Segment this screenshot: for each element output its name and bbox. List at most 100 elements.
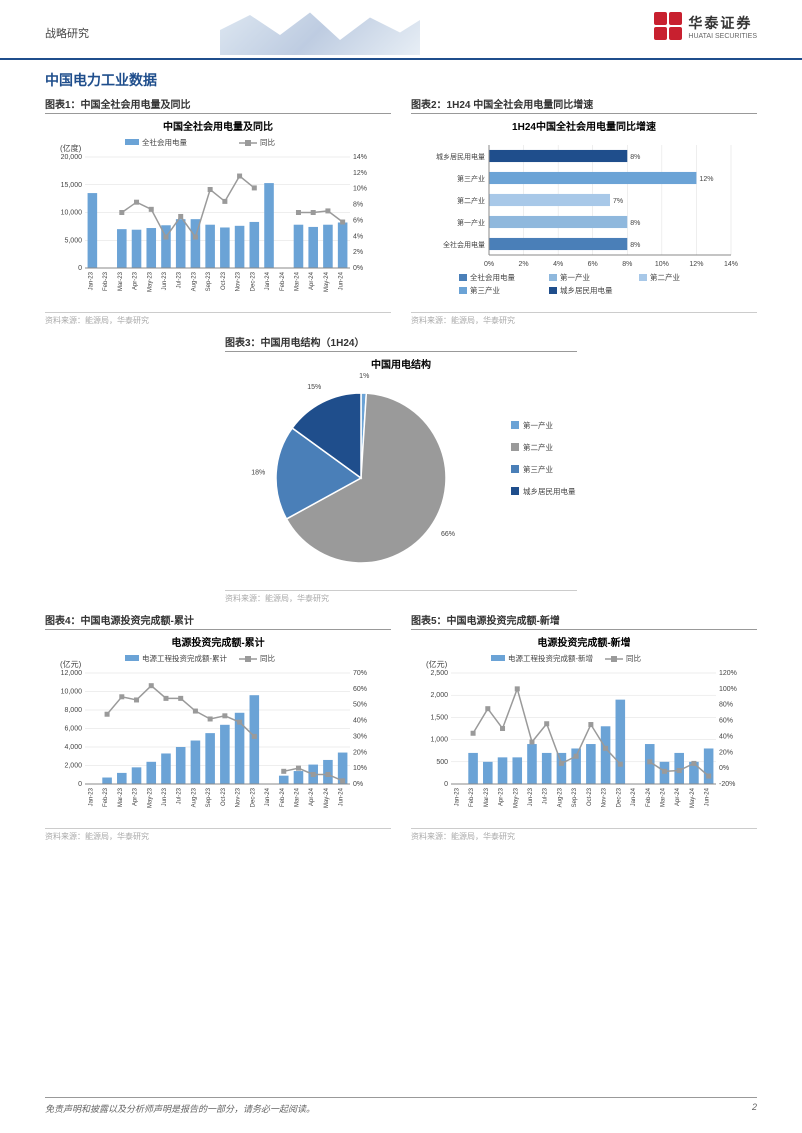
svg-text:Mar-24: Mar-24 [660,787,666,807]
svg-text:城乡居民用电量: 城乡居民用电量 [436,152,485,161]
svg-text:Apr-23: Apr-23 [133,271,139,290]
svg-text:Apr-24: Apr-24 [675,787,681,806]
svg-text:May-24: May-24 [324,787,330,808]
section-title: 中国电力工业数据 [45,70,757,90]
page-footer: 免责声明和披露以及分析师声明是报告的一部分，请务必一起阅读。 2 [45,1097,757,1115]
chart4: 电源投资完成额-累计 (亿元)02,0004,0006,0008,00010,0… [45,634,391,826]
svg-text:Oct-23: Oct-23 [587,787,593,806]
svg-text:全社会用电量: 全社会用电量 [142,137,187,147]
svg-text:Jul-23: Jul-23 [177,787,183,804]
chart4-source: 资料来源：能源局，华泰研究 [45,828,391,842]
svg-text:10%: 10% [353,765,367,772]
svg-text:同比: 同比 [260,653,275,663]
svg-text:15%: 15% [307,384,321,391]
svg-text:全社会用电量: 全社会用电量 [443,240,485,249]
chart4-svg: (亿元)02,0004,0006,0008,00010,00012,0000%1… [45,651,385,826]
svg-text:May-23: May-23 [513,787,519,808]
svg-text:Mar-23: Mar-23 [118,271,124,291]
svg-text:Feb-24: Feb-24 [646,787,652,807]
svg-text:Oct-23: Oct-23 [221,787,227,806]
svg-text:2%: 2% [353,249,363,256]
svg-text:7%: 7% [613,198,623,205]
brand-logo: 华泰证券 HUATAI SECURITIES [654,12,757,40]
chart2: 1H24中国全社会用电量同比增速 0%2%4%6%8%10%12%14%城乡居民… [411,118,757,310]
svg-text:Feb-24: Feb-24 [280,271,286,291]
svg-text:Sep-23: Sep-23 [206,271,212,291]
svg-text:Jan-24: Jan-24 [265,271,271,290]
svg-text:80%: 80% [719,702,733,709]
svg-text:城乡居民用电量: 城乡居民用电量 [523,486,576,496]
svg-text:Mar-24: Mar-24 [294,271,300,291]
svg-text:Feb-23: Feb-23 [103,787,109,807]
svg-text:Feb-23: Feb-23 [103,271,109,291]
svg-text:0%: 0% [353,265,363,272]
svg-text:May-23: May-23 [147,271,153,292]
chart2-label: 图表2：1H24 中国全社会用电量同比增速 [411,96,757,114]
svg-text:1%: 1% [359,373,369,380]
svg-text:10,000: 10,000 [61,689,83,696]
svg-text:20%: 20% [353,749,367,756]
chart4-label: 图表4：中国电源投资完成额-累计 [45,612,391,630]
svg-text:8%: 8% [622,261,632,268]
chart4-title: 电源投资完成额-累计 [45,634,391,649]
svg-text:0: 0 [444,781,448,788]
svg-text:第三产业: 第三产业 [523,464,553,474]
svg-text:10%: 10% [353,186,367,193]
svg-text:100%: 100% [719,686,737,693]
svg-text:40%: 40% [353,718,367,725]
svg-text:Mar-24: Mar-24 [294,787,300,807]
svg-text:30%: 30% [353,733,367,740]
svg-text:50%: 50% [353,702,367,709]
svg-text:-20%: -20% [719,781,735,788]
svg-text:Nov-23: Nov-23 [236,787,242,807]
svg-text:6,000: 6,000 [64,726,82,733]
svg-text:0%: 0% [484,261,494,268]
chart1: 中国全社会用电量及同比 (亿度)05,00010,00015,00020,000… [45,118,391,310]
chart1-source: 资料来源：能源局，华泰研究 [45,312,391,326]
svg-text:Aug-23: Aug-23 [191,271,197,291]
svg-text:Jan-24: Jan-24 [265,787,271,806]
svg-text:2,000: 2,000 [430,692,448,699]
svg-text:8,000: 8,000 [64,707,82,714]
svg-text:同比: 同比 [260,137,275,147]
header-decoration [220,5,420,55]
logo-en: HUATAI SECURITIES [688,33,757,40]
svg-text:8%: 8% [630,154,640,161]
svg-text:Dec-23: Dec-23 [250,271,256,291]
category-label: 战略研究 [45,25,89,41]
chart3: 中国用电结构 1%66%18%15%第一产业第二产业第三产业城乡居民用电量 [45,356,757,588]
svg-text:May-24: May-24 [690,787,696,808]
svg-text:Feb-24: Feb-24 [280,787,286,807]
chart5-source: 资料来源：能源局，华泰研究 [411,828,757,842]
chart3-label: 图表3：中国用电结构（1H24） [225,334,577,352]
svg-text:第三产业: 第三产业 [470,285,500,295]
svg-text:第一产业: 第一产业 [560,272,590,282]
svg-text:10,000: 10,000 [61,210,83,217]
svg-text:Jul-23: Jul-23 [543,787,549,804]
svg-text:60%: 60% [719,718,733,725]
svg-text:18%: 18% [251,470,265,477]
svg-text:Sep-23: Sep-23 [572,787,578,807]
svg-text:(亿度): (亿度) [60,143,82,153]
svg-text:2%: 2% [519,261,529,268]
chart2-source: 资料来源：能源局，华泰研究 [411,312,757,326]
svg-text:(亿元): (亿元) [60,659,82,669]
svg-text:同比: 同比 [626,653,641,663]
svg-text:8%: 8% [630,220,640,227]
svg-text:1,000: 1,000 [430,737,448,744]
svg-text:Dec-23: Dec-23 [616,787,622,807]
logo-cn: 华泰证券 [688,13,757,33]
disclaimer: 免责声明和披露以及分析师声明是报告的一部分，请务必一起阅读。 [45,1102,315,1115]
chart3-title: 中国用电结构 [151,356,651,371]
content-area: 中国电力工业数据 图表1：中国全社会用电量及同比 中国全社会用电量及同比 (亿度… [0,60,802,842]
svg-text:1,500: 1,500 [430,714,448,721]
svg-text:500: 500 [436,759,448,766]
page-number: 2 [752,1102,757,1115]
svg-text:第二产业: 第二产业 [523,442,553,452]
svg-text:15,000: 15,000 [61,182,83,189]
chart5-label: 图表5：中国电源投资完成额-新增 [411,612,757,630]
chart2-svg: 0%2%4%6%8%10%12%14%城乡居民用电量8%第三产业12%第二产业7… [411,135,751,310]
svg-text:Jan-23: Jan-23 [454,787,460,806]
svg-text:Jun-23: Jun-23 [162,787,168,806]
svg-text:12%: 12% [689,261,703,268]
